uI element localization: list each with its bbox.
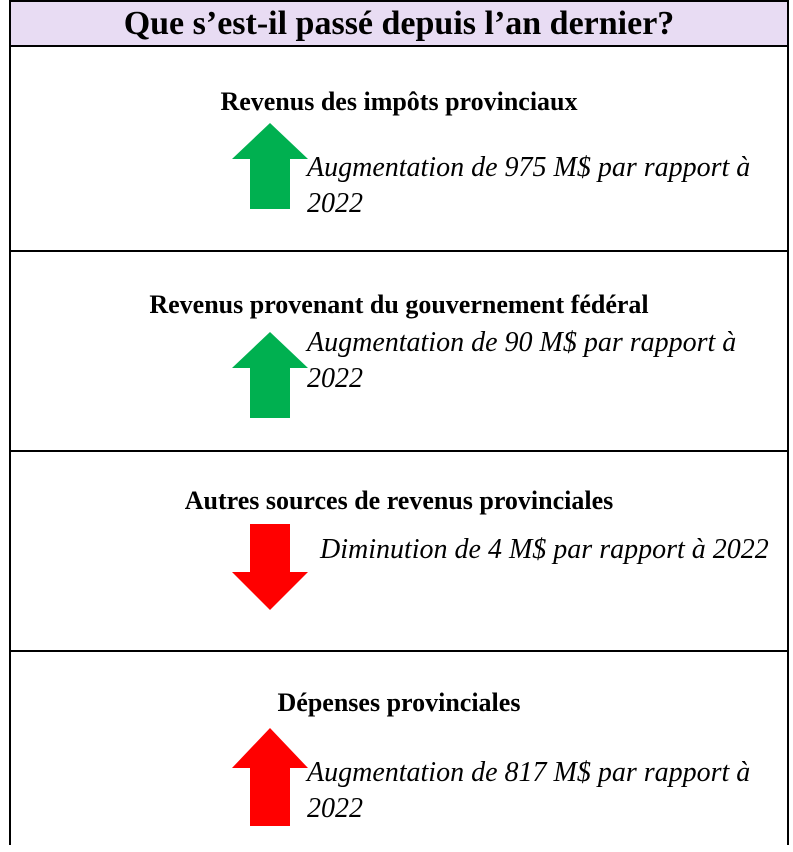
up-arrow [232,332,308,418]
heading: Autres sources de revenus provinciales [184,486,614,515]
heading: Dépenses provinciales [277,688,521,717]
description: Augmentation de 90 M$ par rapport à 2022 [307,327,737,394]
heading: Revenus des impôts provinciaux [220,87,578,116]
table: Que s’est-il passé depuis l’an dernier? … [9,0,789,845]
description: Diminution de 4 M$ par rapport à 2022 [320,534,769,565]
title: Que s’est-il passé depuis l’an dernier? [11,0,787,47]
description: Augmentation de 817 M$ par rapport à 202… [307,757,751,824]
heading: Revenus provenant du gouvernement fédéra… [149,290,649,319]
section: Revenus des impôts provinciaux Augmentat… [11,47,787,252]
section: Revenus provenant du gouvernement fédéra… [11,252,787,452]
section: Dépenses provinciales Augmentation de 81… [11,652,787,852]
description: Augmentation de 975 M$ par rapport à 202… [307,152,751,219]
up-arrow [232,728,308,826]
down-arrow [232,524,308,610]
up-arrow [232,123,308,209]
section: Autres sources de revenus provinciales D… [11,452,787,652]
